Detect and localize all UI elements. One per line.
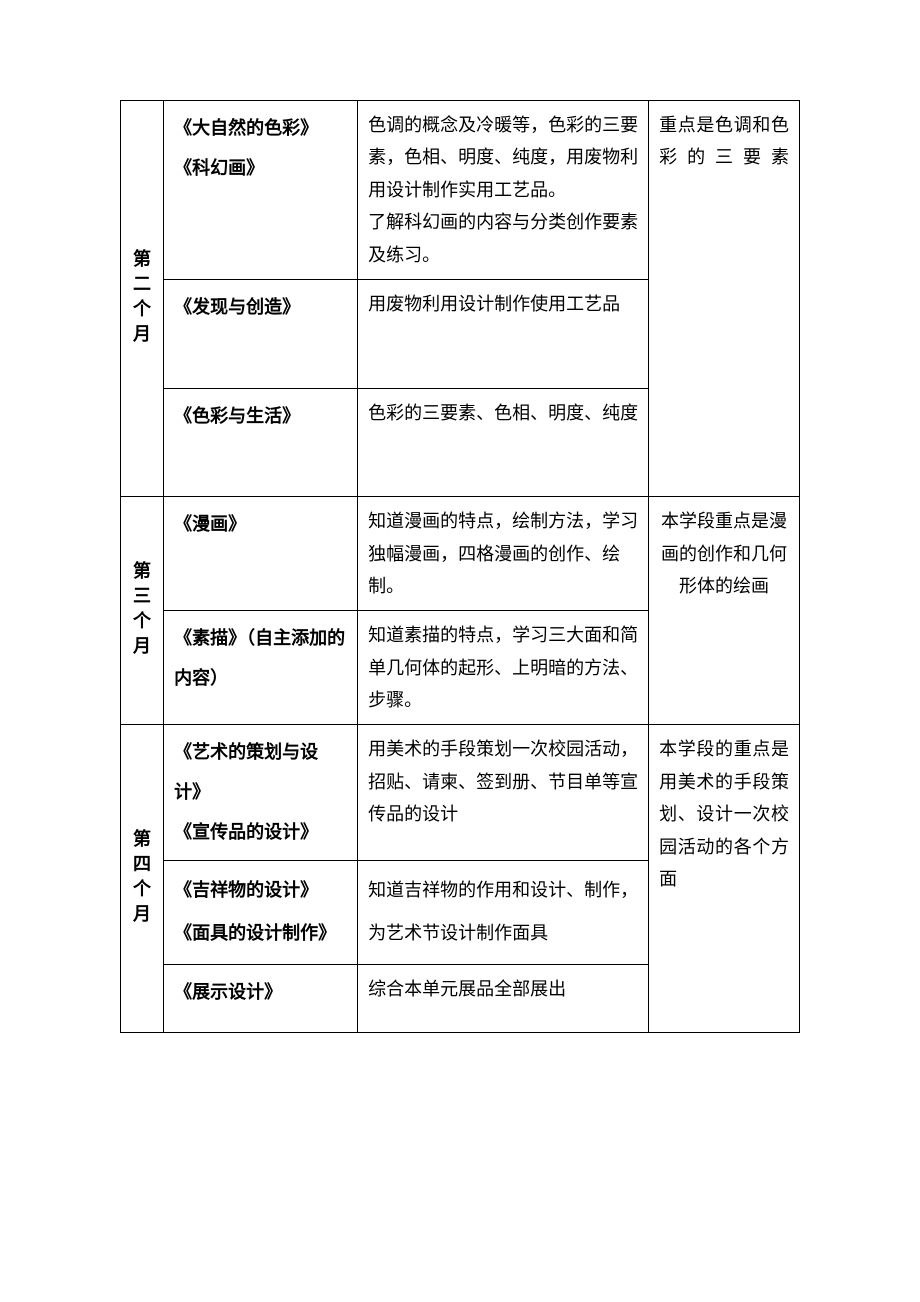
month-label: 第四个月 [133, 827, 151, 928]
row-title: 《色彩与生活》 [164, 388, 358, 497]
month-cell: 第四个月 [121, 725, 164, 1033]
row-title: 《发现与创造》 [164, 279, 358, 388]
row-content: 用美术的手段策划一次校园活动，招贴、请柬、签到册、节目单等宣传品的设计 [358, 725, 649, 861]
row-title: 《吉祥物的设计》 《面具的设计制作》 [164, 861, 358, 964]
row-content: 用废物利用设计制作使用工艺品 [358, 279, 649, 388]
month-label: 第三个月 [133, 559, 151, 660]
row-title: 《艺术的策划与设计》 《宣传品的设计》 [164, 725, 358, 861]
row-title: 《漫画》 [164, 497, 358, 611]
row-content: 综合本单元展品全部展出 [358, 964, 649, 1033]
table-row: 第三个月 《漫画》 知道漫画的特点，绘制方法，学习独幅漫画，四格漫画的创作、绘制… [121, 497, 800, 611]
table-row: 第四个月 《艺术的策划与设计》 《宣传品的设计》 用美术的手段策划一次校园活动，… [121, 725, 800, 861]
table-row: 第二个月 《大自然的色彩》 《科幻画》 色调的概念及冷暖等，色彩的三要素，色相、… [121, 101, 800, 280]
row-content: 色彩的三要素、色相、明度、纯度 [358, 388, 649, 497]
curriculum-table: 第二个月 《大自然的色彩》 《科幻画》 色调的概念及冷暖等，色彩的三要素，色相、… [120, 100, 800, 1033]
row-content: 知道素描的特点，学习三大面和简单几何体的起形、上明暗的方法、步骤。 [358, 611, 649, 725]
month-label: 第二个月 [133, 247, 151, 348]
row-content: 色调的概念及冷暖等，色彩的三要素，色相、明度、纯度，用废物利用设计制作实用工艺品… [358, 101, 649, 280]
table-body: 第二个月 《大自然的色彩》 《科幻画》 色调的概念及冷暖等，色彩的三要素，色相、… [121, 101, 800, 1033]
month-cell: 第三个月 [121, 497, 164, 725]
month-cell: 第二个月 [121, 101, 164, 497]
row-content: 知道吉祥物的作用和设计、制作，为艺术节设计制作面具 [358, 861, 649, 964]
focus-cell: 本学段重点是漫画的创作和几何形体的绘画 [649, 497, 800, 725]
focus-cell: 重点是色调和色彩的三要素 [649, 101, 800, 497]
row-title: 《展示设计》 [164, 964, 358, 1033]
focus-cell: 本学段的重点是用美术的手段策划、设计一次校园活动的各个方面 [649, 725, 800, 1033]
row-content: 知道漫画的特点，绘制方法，学习独幅漫画，四格漫画的创作、绘制。 [358, 497, 649, 611]
row-title: 《大自然的色彩》 《科幻画》 [164, 101, 358, 280]
row-title: 《素描》（自主添加的内容） [164, 611, 358, 725]
